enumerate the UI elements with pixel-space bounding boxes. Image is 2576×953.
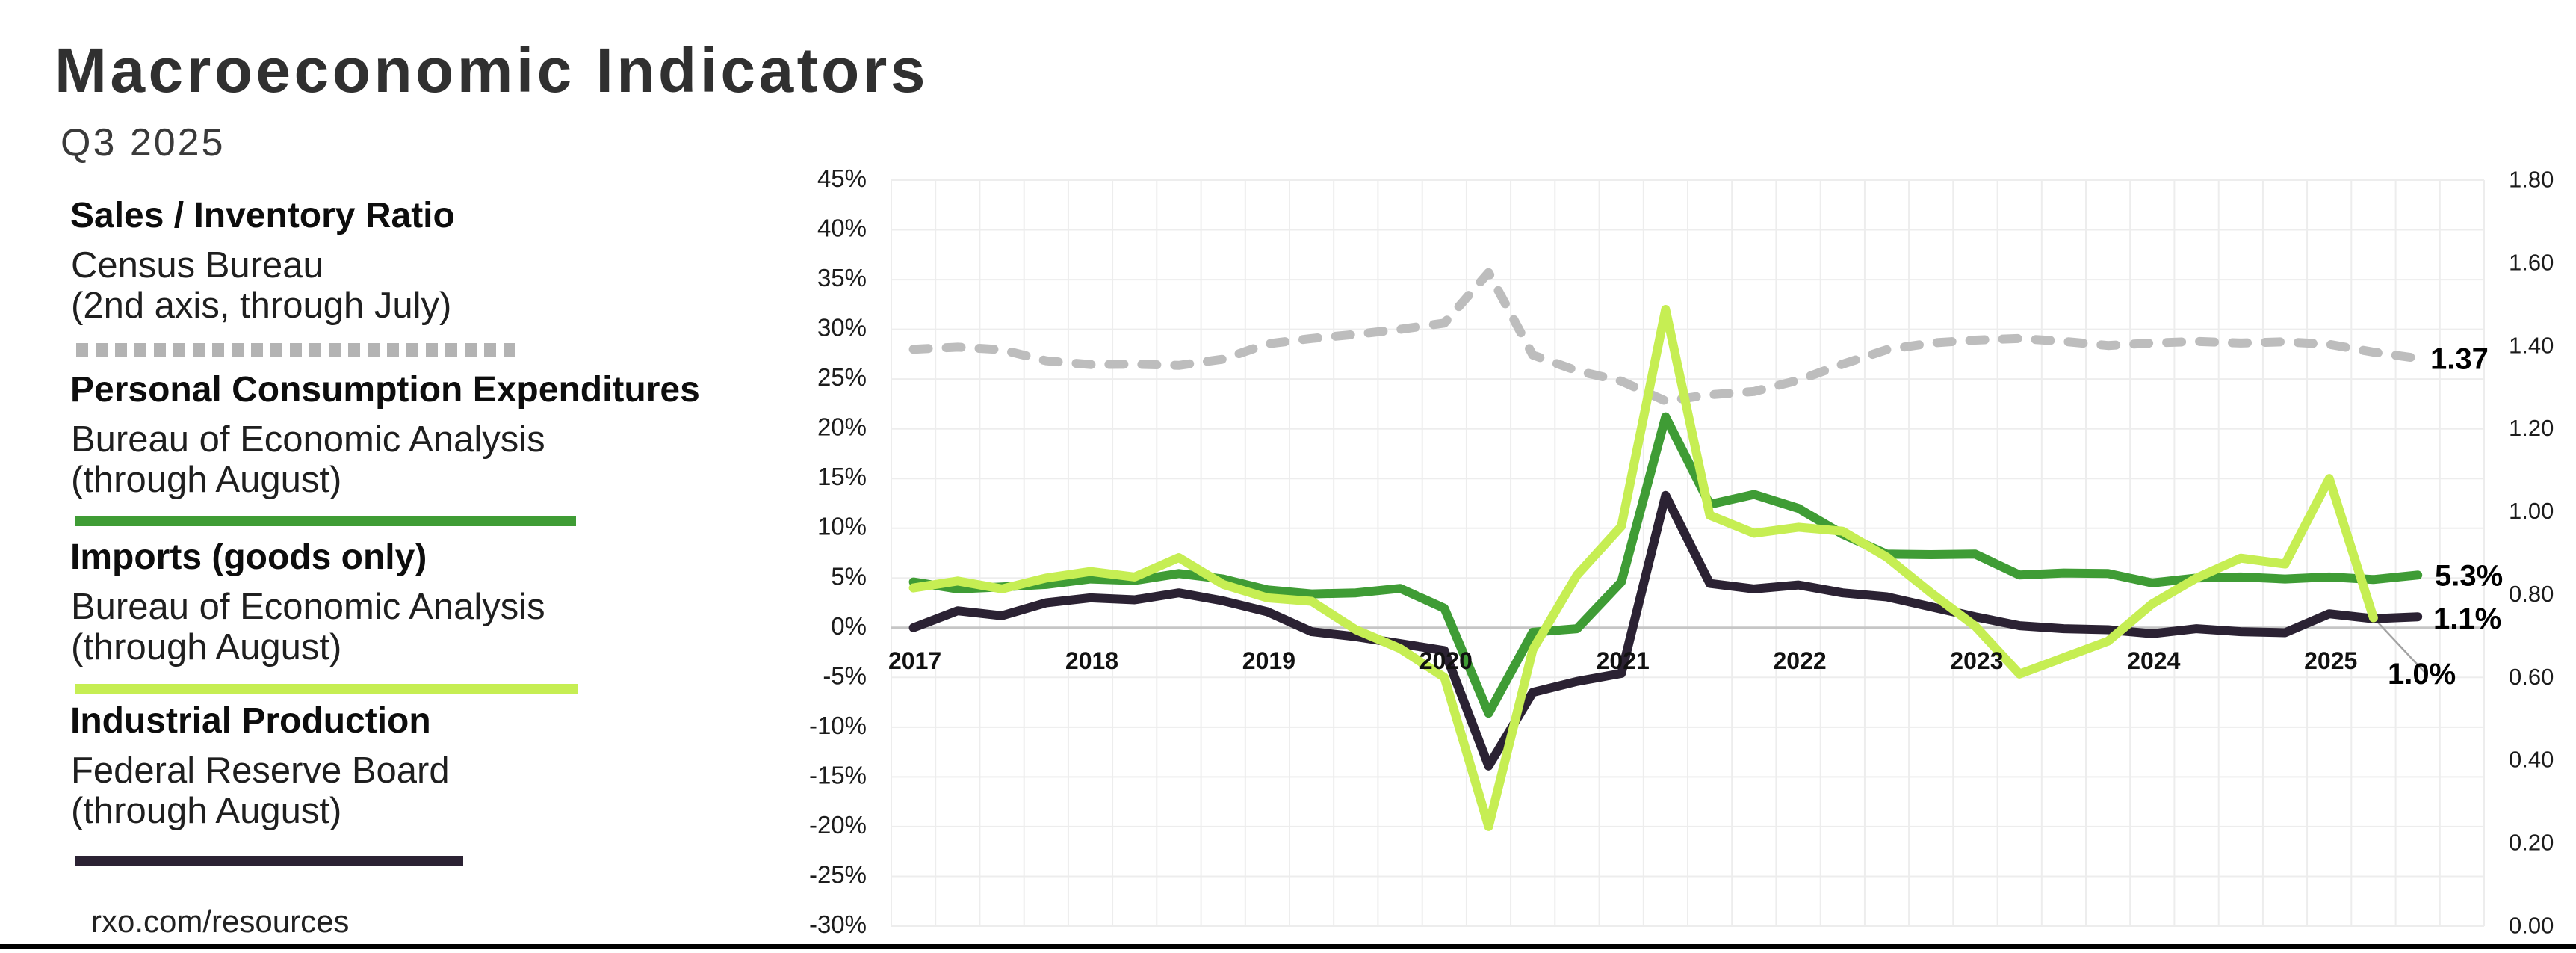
svg-text:10%: 10% bbox=[817, 513, 867, 540]
svg-text:0.20: 0.20 bbox=[2509, 830, 2554, 856]
svg-text:Imports (goods only): Imports (goods only) bbox=[70, 537, 427, 577]
svg-text:Bureau of Economic Analysis: Bureau of Economic Analysis bbox=[71, 419, 545, 460]
svg-text:15%: 15% bbox=[817, 463, 867, 490]
svg-text:(through August): (through August) bbox=[71, 627, 341, 667]
svg-text:25%: 25% bbox=[817, 363, 867, 391]
svg-text:20%: 20% bbox=[817, 413, 867, 441]
svg-text:Industrial Production: Industrial Production bbox=[70, 701, 431, 741]
svg-text:2019: 2019 bbox=[1242, 647, 1295, 674]
svg-text:-20%: -20% bbox=[809, 811, 867, 839]
svg-text:0.00: 0.00 bbox=[2509, 913, 2554, 939]
svg-text:30%: 30% bbox=[817, 314, 867, 342]
svg-text:2022: 2022 bbox=[1774, 647, 1827, 674]
svg-text:Bureau of Economic Analysis: Bureau of Economic Analysis bbox=[71, 587, 545, 627]
svg-text:2020: 2020 bbox=[1419, 647, 1473, 674]
svg-text:1.00: 1.00 bbox=[2509, 498, 2554, 524]
svg-text:0.80: 0.80 bbox=[2509, 581, 2554, 607]
svg-text:1.0%: 1.0% bbox=[2388, 658, 2456, 691]
svg-text:Personal Consumption Expenditu: Personal Consumption Expenditures bbox=[70, 370, 700, 410]
svg-text:Federal Reserve Board: Federal Reserve Board bbox=[71, 750, 450, 791]
svg-text:(through August): (through August) bbox=[71, 791, 341, 831]
svg-text:-15%: -15% bbox=[809, 761, 867, 789]
svg-text:-10%: -10% bbox=[809, 712, 867, 739]
svg-text:1.80: 1.80 bbox=[2509, 167, 2554, 193]
svg-text:-5%: -5% bbox=[823, 661, 867, 689]
svg-text:1.40: 1.40 bbox=[2509, 332, 2554, 358]
svg-text:1.37: 1.37 bbox=[2430, 342, 2489, 375]
svg-text:1.60: 1.60 bbox=[2509, 249, 2554, 275]
svg-text:1.1%: 1.1% bbox=[2433, 602, 2501, 635]
svg-text:40%: 40% bbox=[817, 215, 867, 242]
svg-text:Macroeconomic Indicators: Macroeconomic Indicators bbox=[55, 35, 929, 105]
svg-text:(2nd axis, through July): (2nd axis, through July) bbox=[71, 286, 451, 326]
svg-text:2024: 2024 bbox=[2127, 647, 2180, 674]
svg-text:2021: 2021 bbox=[1597, 647, 1650, 674]
svg-text:Sales / Inventory Ratio: Sales / Inventory Ratio bbox=[70, 196, 455, 235]
svg-text:Q3 2025: Q3 2025 bbox=[61, 121, 226, 164]
svg-text:-25%: -25% bbox=[809, 861, 867, 889]
svg-text:1.20: 1.20 bbox=[2509, 415, 2554, 441]
svg-text:2018: 2018 bbox=[1065, 647, 1118, 674]
svg-text:0%: 0% bbox=[831, 612, 867, 640]
svg-text:2017: 2017 bbox=[888, 647, 941, 674]
svg-text:5.3%: 5.3% bbox=[2435, 559, 2503, 592]
svg-text:0.60: 0.60 bbox=[2509, 664, 2554, 690]
svg-text:35%: 35% bbox=[817, 264, 867, 292]
svg-text:(through August): (through August) bbox=[71, 460, 341, 500]
svg-text:rxo.com/resources: rxo.com/resources bbox=[91, 904, 349, 939]
svg-text:Census Bureau: Census Bureau bbox=[71, 245, 323, 286]
svg-text:45%: 45% bbox=[817, 164, 867, 192]
svg-text:2025: 2025 bbox=[2304, 647, 2357, 674]
svg-text:2023: 2023 bbox=[1950, 647, 2003, 674]
svg-text:5%: 5% bbox=[831, 562, 867, 590]
svg-text:0.40: 0.40 bbox=[2509, 747, 2554, 773]
svg-text:-30%: -30% bbox=[809, 910, 867, 938]
